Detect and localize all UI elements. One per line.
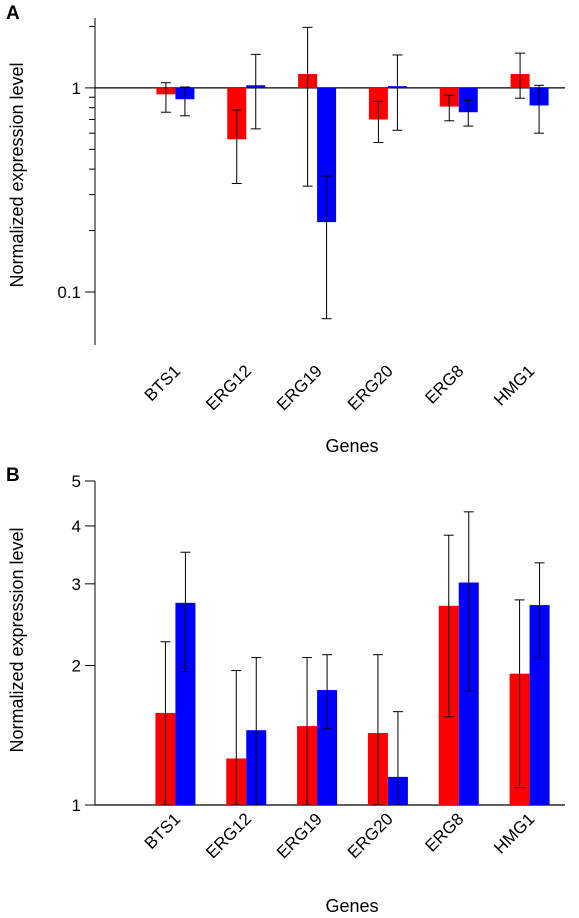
panel-a-x-axis-title: Genes — [325, 436, 378, 456]
panel-a-bars: BTS1 ERG12 ERG19 ERG20 ERG8 HMG1 — [141, 26, 549, 414]
bar — [175, 602, 196, 805]
x-tick-label: ERG20 — [344, 809, 397, 862]
x-tick-label: ERG12 — [202, 809, 255, 862]
bar — [529, 605, 550, 805]
y-tick-label: 0.1 — [57, 283, 81, 302]
x-tick-label: ERG12 — [202, 361, 255, 414]
x-tick-label: BTS1 — [141, 809, 185, 853]
panel-b-label: B — [6, 465, 20, 486]
panel-a-axis: 0.11 — [57, 18, 565, 345]
panel-a-label: A — [6, 3, 20, 24]
x-tick-label: ERG20 — [344, 361, 397, 414]
panel-a-y-axis-title: Normalized expression level — [7, 62, 27, 287]
y-tick-label: 3 — [72, 575, 81, 594]
bar — [458, 582, 479, 805]
x-tick-label: ERG19 — [273, 809, 326, 862]
x-tick-label: ERG8 — [421, 809, 467, 855]
bar — [317, 690, 338, 805]
bar — [317, 87, 337, 223]
x-tick-label: ERG8 — [421, 361, 467, 407]
y-tick-label: 4 — [72, 517, 81, 536]
x-tick-label: ERG19 — [273, 361, 326, 414]
panel-b-bars: BTS1 ERG12 ERG19 ERG20 ERG8 HMG1 — [141, 511, 550, 862]
x-tick-label: HMG1 — [490, 809, 538, 857]
y-tick-label: 1 — [72, 796, 81, 815]
panel-b-x-axis-title: Genes — [325, 896, 378, 916]
y-tick-label: 5 — [72, 472, 81, 491]
x-tick-label: HMG1 — [490, 361, 538, 409]
panel-b: B Normalized expression level Genes 1 2 3 4… — [6, 465, 565, 916]
x-tick-label: BTS1 — [141, 361, 185, 405]
panel-a: A Normalized expression level Genes 0.11… — [6, 3, 565, 456]
panel-b-y-axis-title: Normalized expression level — [7, 527, 27, 752]
y-tick-label: 2 — [72, 656, 81, 675]
y-tick-label: 1 — [72, 79, 81, 98]
